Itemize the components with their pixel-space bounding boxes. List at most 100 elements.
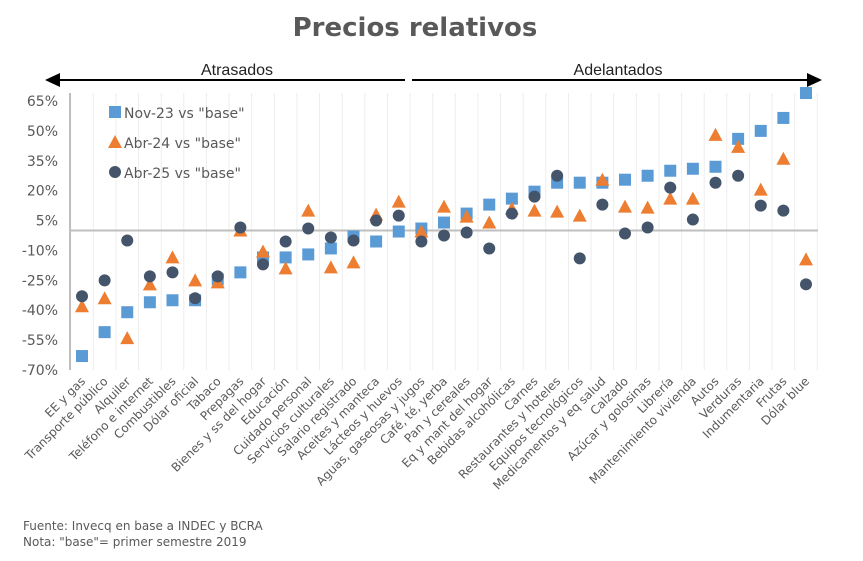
y-tick-label: -55% [22, 333, 58, 349]
data-point-triangle [572, 208, 587, 222]
data-point-triangle [97, 291, 112, 305]
data-point-square [619, 173, 631, 186]
data-point-square [392, 225, 405, 238]
data-point-circle [143, 270, 156, 283]
y-tick-label: 5% [36, 214, 58, 230]
legend-label: Abr-25 vs "base" [124, 166, 241, 182]
data-point-square [641, 169, 654, 182]
data-point-circle [415, 235, 428, 248]
data-point-triangle [527, 203, 542, 217]
data-point-square [370, 235, 383, 248]
data-point-circle [76, 290, 88, 303]
data-point-square [483, 198, 496, 211]
data-point-square [438, 216, 450, 229]
data-point-square [302, 248, 315, 261]
data-point-triangle [482, 215, 497, 229]
data-point-square [324, 242, 337, 255]
data-point-triangle [663, 191, 678, 205]
data-point-circle [257, 258, 269, 271]
adelantados-label: Adelantados [574, 62, 663, 79]
data-point-triangle [753, 182, 768, 196]
data-point-circle [573, 252, 586, 265]
data-point-circle [732, 169, 745, 182]
data-point-triangle [459, 209, 474, 223]
series-circle [76, 169, 812, 305]
data-point-triangle [165, 250, 180, 264]
data-point-triangle [278, 261, 293, 275]
data-point-triangle [256, 244, 270, 258]
data-point-circle [754, 199, 767, 212]
y-axis: 65% 50% 35% 20% 5% -10% -25% -40% -55% -70% [22, 93, 71, 379]
data-point-circle [619, 227, 631, 240]
data-point-circle [347, 234, 360, 247]
data-point-circle [370, 214, 383, 227]
legend-label: Abr-24 vs "base" [124, 136, 241, 152]
data-points [75, 87, 813, 363]
data-point-circle [279, 235, 292, 248]
data-point-triangle [437, 199, 451, 213]
data-point-circle [551, 169, 564, 182]
data-point-circle [98, 274, 111, 287]
data-point-circle [460, 226, 473, 239]
data-point-triangle [75, 299, 89, 313]
data-point-triangle [120, 331, 135, 345]
data-point-circle [641, 221, 654, 234]
data-point-triangle [301, 203, 316, 217]
base-note: Nota: "base"= primer semestre 2019 [23, 535, 247, 549]
data-point-triangle [618, 199, 632, 213]
data-point-triangle [708, 127, 723, 141]
data-point-circle [483, 242, 496, 255]
legend-label: Nov-23 vs "base" [124, 106, 245, 122]
atrasados-label: Atrasados [201, 62, 273, 79]
data-point-circle [211, 270, 224, 283]
series-square [76, 87, 812, 363]
data-point-triangle [685, 191, 700, 205]
y-tick-label: -10% [22, 243, 58, 259]
y-tick-label: 35% [27, 154, 58, 170]
data-point-triangle [414, 224, 429, 238]
data-point-circle [234, 221, 247, 234]
data-point-triangle [776, 151, 791, 165]
data-point-triangle [142, 277, 157, 291]
data-point-circle [664, 181, 677, 194]
data-point-square [234, 266, 247, 279]
data-point-square [143, 296, 156, 309]
data-point-square [573, 176, 586, 189]
y-tick-label: 50% [27, 124, 58, 140]
data-point-square [777, 111, 790, 124]
y-tick-label: -25% [22, 273, 58, 289]
legend: Nov-23 vs "base" Abr-24 vs "base" Abr-25 v… [108, 106, 245, 182]
data-point-square [279, 251, 292, 264]
data-point-square [664, 164, 677, 177]
legend-marker-circle [109, 166, 121, 178]
data-point-circle [505, 207, 518, 220]
data-point-circle [777, 204, 790, 217]
data-point-square [732, 132, 745, 145]
y-tick-label: 20% [27, 184, 58, 200]
data-point-circle [800, 278, 812, 291]
data-point-circle [189, 292, 202, 305]
data-point-square [166, 294, 179, 307]
data-point-circle [438, 229, 450, 242]
legend-marker-square [109, 106, 121, 118]
data-point-square [754, 124, 767, 137]
data-point-square [505, 192, 518, 205]
data-point-circle [528, 190, 541, 203]
data-point-triangle [640, 200, 655, 214]
data-point-circle [392, 209, 405, 222]
data-point-circle [121, 234, 134, 247]
data-point-triangle [323, 260, 338, 274]
y-tick-label: 65% [27, 94, 58, 110]
legend-marker-triangle [108, 135, 122, 148]
data-point-circle [324, 231, 337, 244]
data-point-square [709, 160, 722, 173]
chart-title: Precios relativos [293, 13, 538, 43]
arrow-left-icon [45, 73, 60, 87]
data-point-square [121, 306, 134, 319]
data-point-triangle [799, 252, 813, 266]
y-tick-label: -70% [22, 363, 58, 379]
data-point-square [686, 162, 699, 175]
data-point-circle [709, 176, 722, 189]
data-point-triangle [391, 194, 406, 208]
